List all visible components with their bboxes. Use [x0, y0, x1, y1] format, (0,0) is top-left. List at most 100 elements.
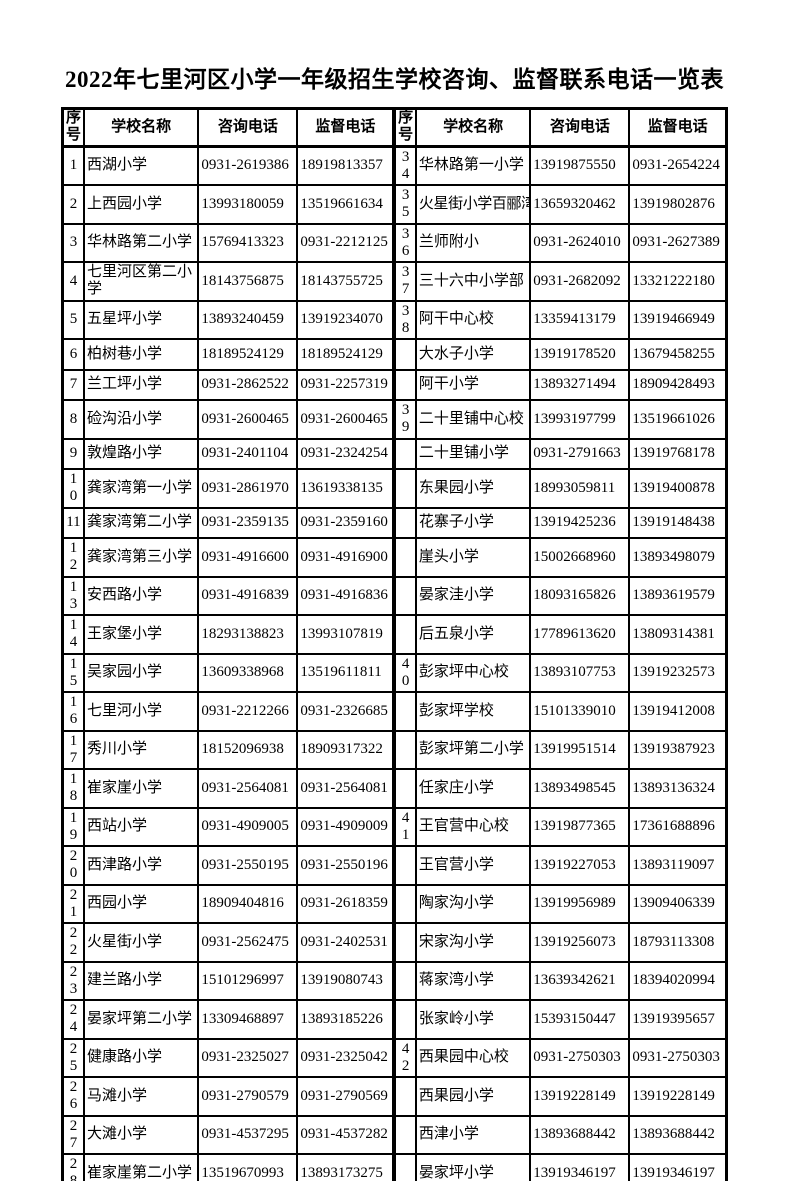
consult-phone-right: 0931-2682092: [529, 261, 631, 302]
school-name-left: 大滩小学: [82, 1114, 200, 1155]
row-number-right: 34: [392, 145, 417, 186]
table-row: 19 西站小学 0931-4909005 0931-4909009 41 王官营中心校 13…: [61, 806, 728, 847]
supervise-phone-left: 0931-2324254: [296, 437, 396, 470]
row-number-right: [392, 614, 417, 655]
school-name-right: 晏家洼小学: [414, 575, 532, 616]
school-name-right: 陶家沟小学: [414, 883, 532, 924]
school-name-left: 西湖小学: [82, 145, 200, 186]
row-number-left: 18: [61, 768, 85, 809]
school-name-left: 马滩小学: [82, 1076, 200, 1117]
consult-phone-right: 13919346197: [529, 1153, 631, 1181]
table-row: 27 大滩小学 0931-4537295 0931-4537282 西津小学 138936…: [61, 1114, 728, 1155]
consult-phone-right: 13919877365: [529, 806, 631, 847]
header-consult-phone-right: 咨询电话: [529, 107, 631, 148]
row-number-right: [392, 537, 417, 578]
header-no-left: 序号: [61, 107, 85, 148]
table-row: 20 西津路小学 0931-2550195 0931-2550196 王官营小学 1391…: [61, 845, 728, 886]
table-row: 10 龚家湾第一小学 0931-2861970 13619338135 东果园小学 189…: [61, 468, 728, 509]
consult-phone-left: 0931-2564081: [197, 768, 299, 809]
school-name-right: 王官营小学: [414, 845, 532, 886]
school-name-left: 西园小学: [82, 883, 200, 924]
supervise-phone-left: 13893185226: [296, 999, 396, 1040]
row-number-left: 26: [61, 1076, 85, 1117]
table-row: 13 安西路小学 0931-4916839 0931-4916836 晏家洼小学 1809…: [61, 575, 728, 616]
consult-phone-left: 0931-2790579: [197, 1076, 299, 1117]
row-number-left: 21: [61, 883, 85, 924]
consult-phone-left: 13609338968: [197, 652, 299, 693]
consult-phone-left: 18293138823: [197, 614, 299, 655]
row-number-left: 20: [61, 845, 85, 886]
school-name-right: 彭家坪中心校: [414, 652, 532, 693]
supervise-phone-left: 0931-2325042: [296, 1037, 396, 1078]
row-number-right: [392, 575, 417, 616]
school-name-left: 七里河区第二小学: [82, 261, 200, 302]
supervise-phone-left: 18143755725: [296, 261, 396, 302]
table-row: 24 晏家坪第二小学 13309468897 13893185226 张家岭小学 1539…: [61, 999, 728, 1040]
consult-phone-left: 18189524129: [197, 338, 299, 371]
supervise-phone-right: 18909428493: [628, 368, 728, 401]
school-name-right: 华林路第一小学: [414, 145, 532, 186]
supervise-phone-left: 13919234070: [296, 299, 396, 340]
supervise-phone-right: 13919148438: [628, 506, 728, 539]
supervise-phone-right: 0931-2654224: [628, 145, 728, 186]
school-name-left: 建兰路小学: [82, 960, 200, 1001]
row-number-left: 27: [61, 1114, 85, 1155]
consult-phone-left: 13993180059: [197, 184, 299, 225]
consult-phone-right: 18093165826: [529, 575, 631, 616]
header-supervise-phone-left: 监督电话: [296, 107, 396, 148]
consult-phone-left: 0931-2325027: [197, 1037, 299, 1078]
row-number-right: [392, 437, 417, 470]
school-name-right: 西果园小学: [414, 1076, 532, 1117]
consult-phone-right: 13993197799: [529, 399, 631, 440]
consult-phone-right: 13893688442: [529, 1114, 631, 1155]
row-number-left: 25: [61, 1037, 85, 1078]
consult-phone-left: 13519670993: [197, 1153, 299, 1181]
row-number-right: 35: [392, 184, 417, 225]
school-name-right: 蒋家湾小学: [414, 960, 532, 1001]
supervise-phone-right: 13919466949: [628, 299, 728, 340]
row-number-left: 16: [61, 691, 85, 732]
consult-phone-right: 13359413179: [529, 299, 631, 340]
row-number-right: 37: [392, 261, 417, 302]
supervise-phone-right: 13519661026: [628, 399, 728, 440]
row-number-right: 36: [392, 222, 417, 263]
row-number-left: 9: [61, 437, 85, 470]
consult-phone-left: 0931-2401104: [197, 437, 299, 470]
supervise-phone-left: 13893173275: [296, 1153, 396, 1181]
school-name-left: 吴家园小学: [82, 652, 200, 693]
table-row: 11 龚家湾第二小学 0931-2359135 0931-2359160 花寨子小学 13…: [61, 506, 728, 539]
school-name-right: 彭家坪学校: [414, 691, 532, 732]
school-name-left: 王家堡小学: [82, 614, 200, 655]
supervise-phone-left: 0931-4916900: [296, 537, 396, 578]
supervise-phone-right: 13321222180: [628, 261, 728, 302]
header-school-name-right: 学校名称: [414, 107, 532, 148]
row-number-left: 19: [61, 806, 85, 847]
row-number-right: [392, 506, 417, 539]
row-number-left: 3: [61, 222, 85, 263]
row-number-left: 7: [61, 368, 85, 401]
supervise-phone-right: 13919412008: [628, 691, 728, 732]
row-number-right: [392, 468, 417, 509]
row-number-right: [392, 729, 417, 770]
supervise-phone-left: 0931-2550196: [296, 845, 396, 886]
supervise-phone-right: 13679458255: [628, 338, 728, 371]
table-row: 28崔家崖第二小学1351967099313893173275晏家坪小学1391…: [61, 1153, 728, 1181]
supervise-phone-right: 13919232573: [628, 652, 728, 693]
consult-phone-right: 13919256073: [529, 922, 631, 963]
row-number-right: 39: [392, 399, 417, 440]
consult-phone-right: 15002668960: [529, 537, 631, 578]
row-number-right: [392, 999, 417, 1040]
row-number-left: 24: [61, 999, 85, 1040]
row-number-left: 28: [61, 1153, 85, 1181]
consult-phone-right: 13919951514: [529, 729, 631, 770]
school-name-left: 五星坪小学: [82, 299, 200, 340]
table-row: 18 崔家崖小学 0931-2564081 0931-2564081 任家庄小学 1389…: [61, 768, 728, 809]
supervise-phone-left: 0931-2402531: [296, 922, 396, 963]
consult-phone-right: 13919227053: [529, 845, 631, 886]
supervise-phone-left: 18909317322: [296, 729, 396, 770]
supervise-phone-left: 0931-2600465: [296, 399, 396, 440]
row-number-left: 22: [61, 922, 85, 963]
supervise-phone-left: 13993107819: [296, 614, 396, 655]
consult-phone-left: 0931-2212266: [197, 691, 299, 732]
consult-phone-left: 18152096938: [197, 729, 299, 770]
